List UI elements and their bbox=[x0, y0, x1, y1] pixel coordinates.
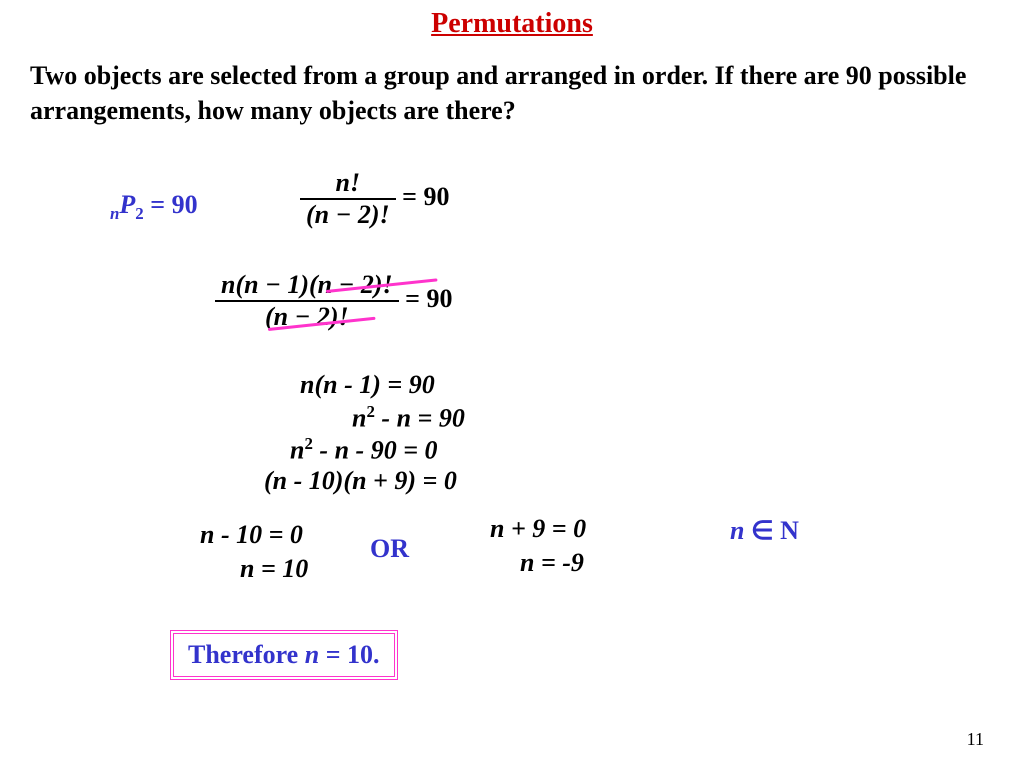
branch-left-2: n = 10 bbox=[240, 554, 308, 584]
fraction-1: n! (n − 2)! = 90 bbox=[300, 168, 449, 230]
page-title: Permutations bbox=[0, 0, 1024, 40]
branch-right-2: n = -9 bbox=[520, 548, 584, 578]
problem-statement: Two objects are selected from a group an… bbox=[0, 40, 1024, 138]
step-4: (n - 10)(n + 9) = 0 bbox=[264, 466, 457, 496]
domain-constraint: n ∈ N bbox=[730, 516, 799, 546]
page-number: 11 bbox=[967, 729, 984, 750]
or-label: OR bbox=[370, 534, 409, 564]
step-2: n2 - n = 90 bbox=[352, 402, 465, 434]
answer-box: Therefore n = 10. bbox=[170, 630, 398, 680]
branch-left-1: n - 10 = 0 bbox=[200, 520, 303, 550]
step-1: n(n - 1) = 90 bbox=[300, 370, 435, 400]
branch-right-1: n + 9 = 0 bbox=[490, 514, 586, 544]
permutation-notation: nP2 = 90 bbox=[110, 190, 198, 224]
step-3: n2 - n - 90 = 0 bbox=[290, 434, 438, 466]
